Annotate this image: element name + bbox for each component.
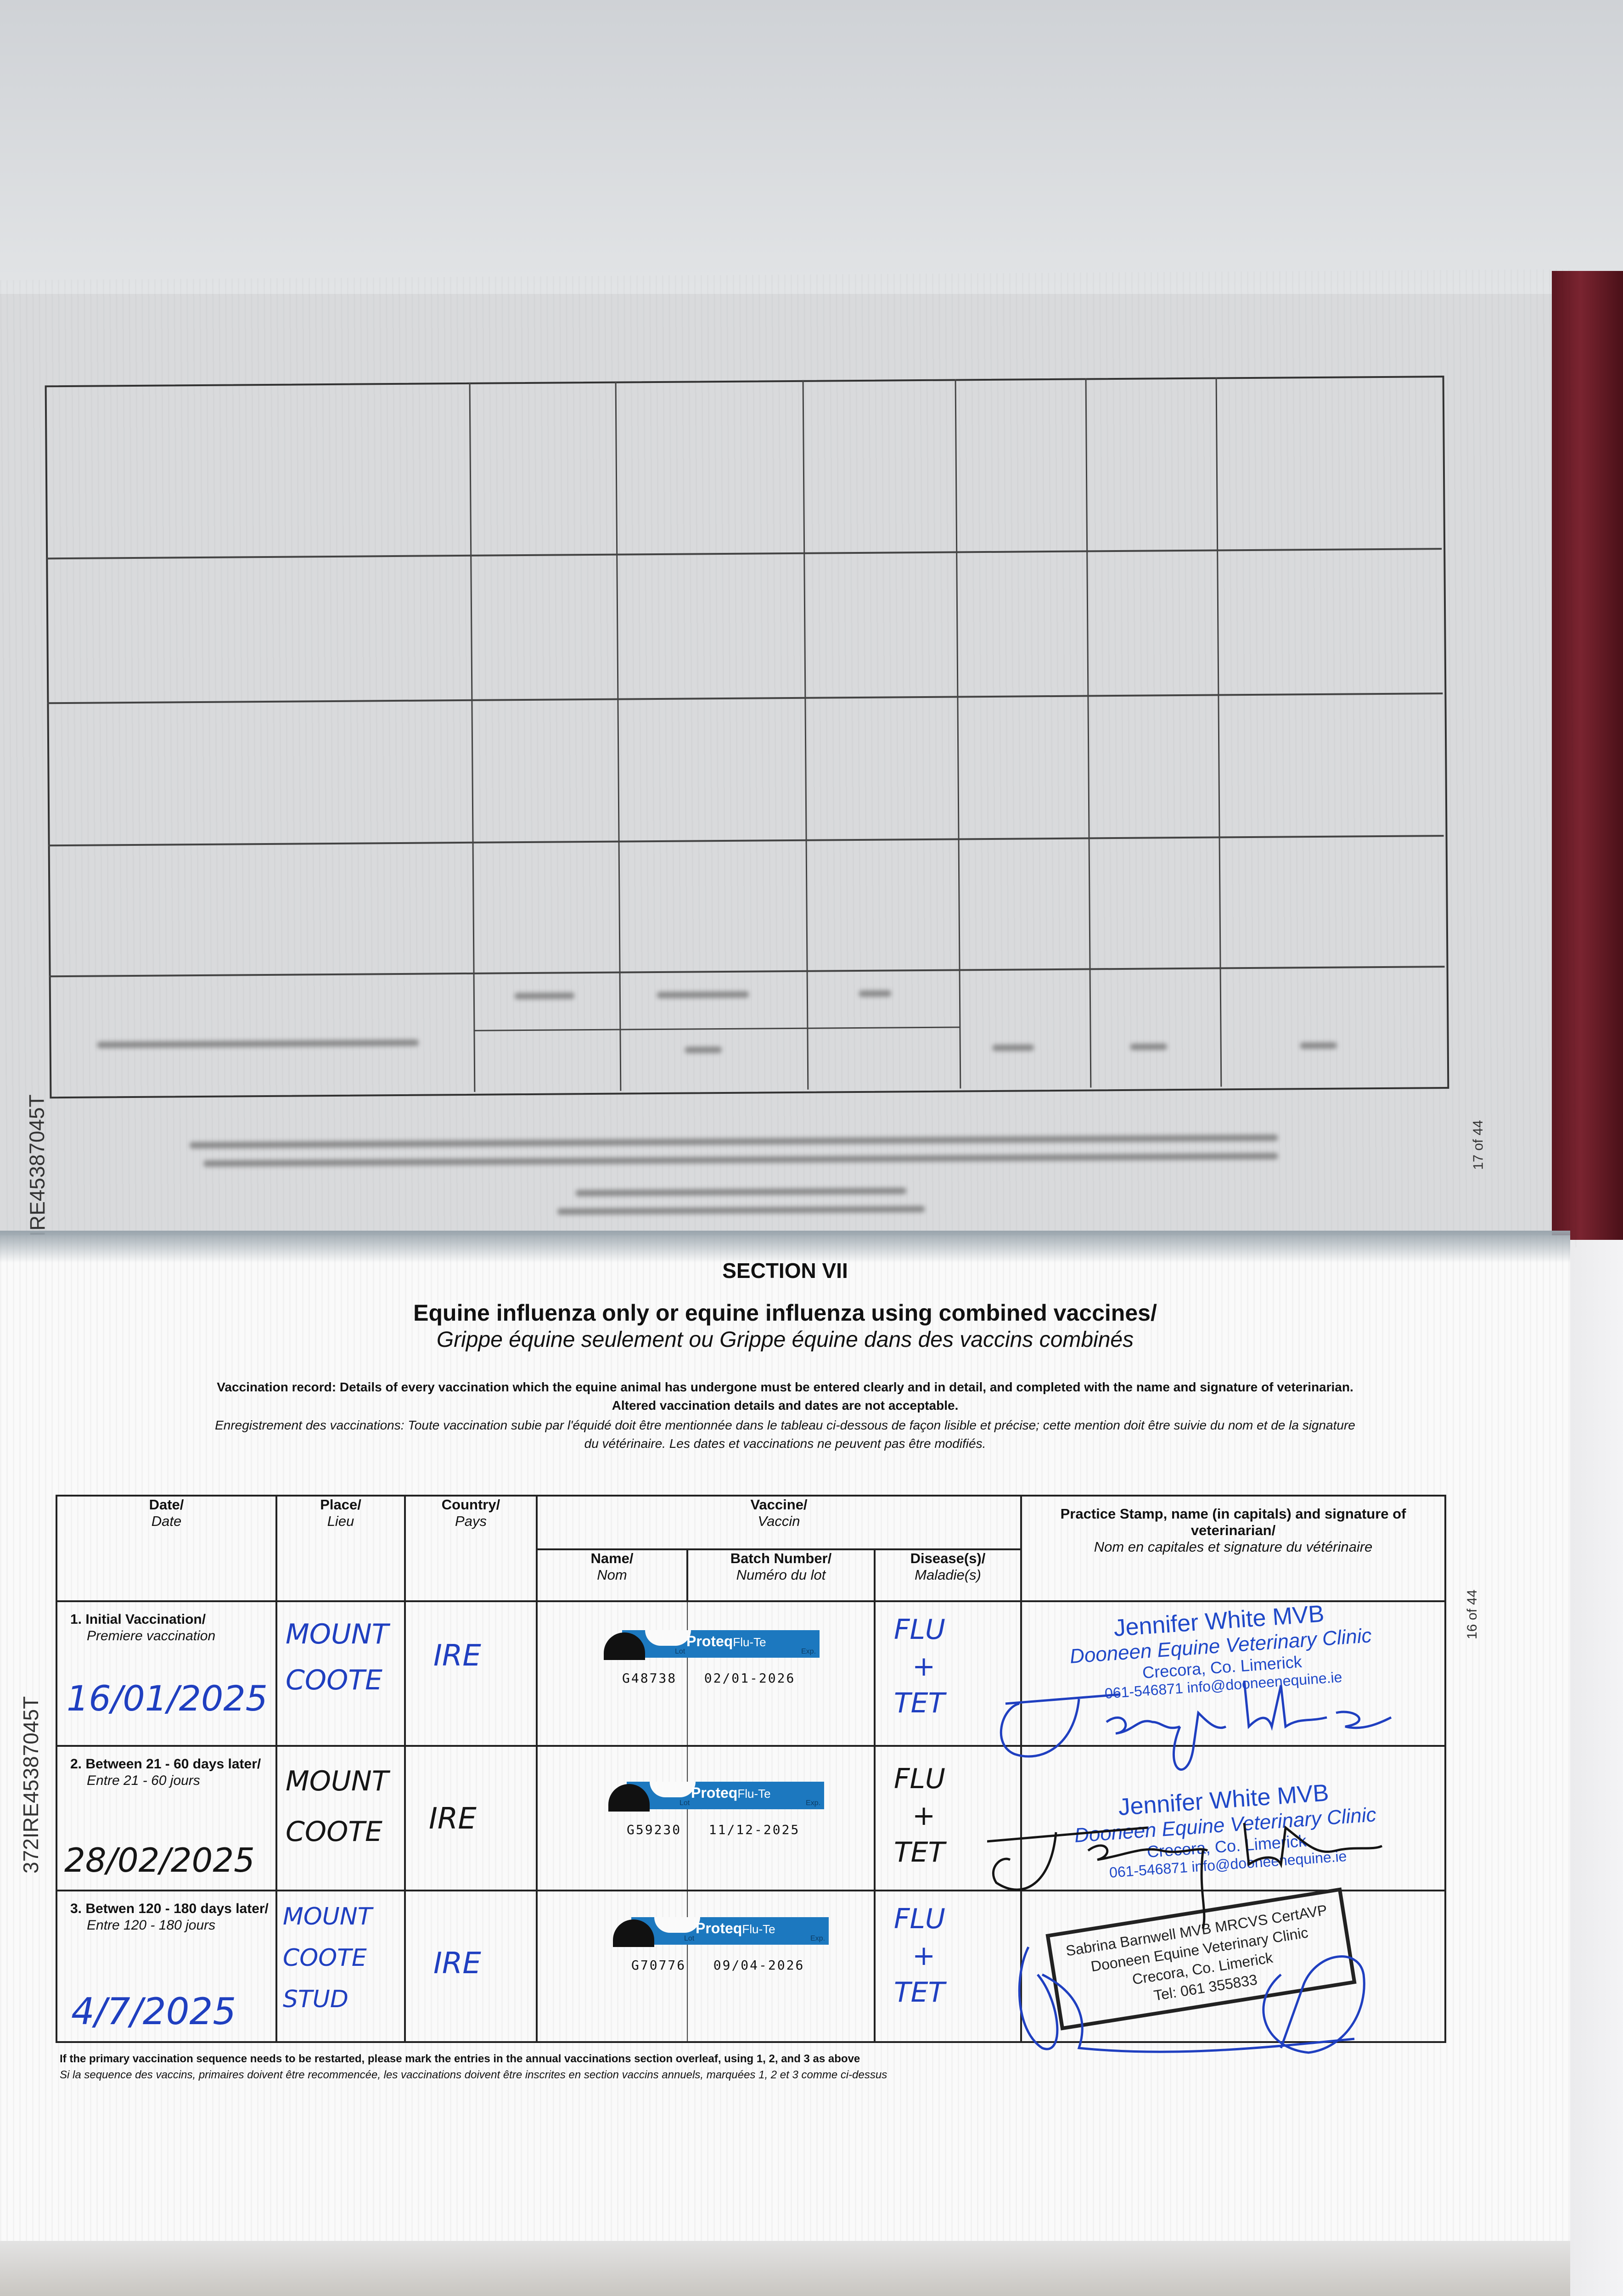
header-vaccine: Vaccine/Vaccin	[536, 1495, 1022, 1550]
vaccination-table: Date/Date Place/Lieu Country/Pays Vaccin…	[56, 1495, 1446, 2043]
date-cell: 2. Between 21 - 60 days later/Entre 21 -…	[56, 1745, 277, 1891]
instructions-fr-2: du vétérinaire. Les dates et vaccination…	[584, 1436, 986, 1451]
batch-cell	[687, 1600, 876, 1747]
country-value: IRE	[433, 1639, 481, 1673]
section-title: SECTION VII	[722, 1259, 848, 1283]
scanner-background	[0, 0, 1623, 294]
place-value: MOUNT COOTE	[286, 1765, 389, 1848]
signature-1	[1000, 1680, 1392, 1771]
table-row: 3. Betwen 120 - 180 days later/Entre 120…	[56, 1890, 1446, 2043]
footnote-fr: Si la sequence des vaccins, primaires do…	[60, 2069, 887, 2081]
expiry-date: 02/01-2026	[704, 1671, 796, 1686]
upper-page: 372IRE45387045T 17 of 44	[0, 269, 1577, 1272]
header-date: Date/Date	[56, 1495, 277, 1602]
batch-number: G59230	[627, 1822, 682, 1837]
vaccine-name-cell	[536, 1745, 688, 1891]
scanner-bottom-edge	[0, 2241, 1570, 2296]
date-cell: 3. Betwen 120 - 180 days later/Entre 120…	[56, 1890, 277, 2043]
stamp-cell	[1020, 1600, 1446, 1747]
vaccine-name-cell	[536, 1890, 688, 2043]
country-cell: IRE	[404, 1890, 538, 2043]
title-fr: Grippe équine seulement ou Grippe équine…	[436, 1328, 1134, 1352]
header-batch-number: Batch Number/Numéro du lot	[686, 1548, 876, 1602]
table-row: 1. Initial Vaccination/Premiere vaccinat…	[56, 1600, 1446, 1747]
disease-cell: FLU + TET	[874, 1745, 1022, 1891]
footnote-en: If the primary vaccination sequence need…	[60, 2053, 860, 2065]
disease-cell: FLU + TET	[874, 1890, 1022, 2043]
date-value: 16/01/2025	[67, 1678, 268, 1719]
country-value: IRE	[429, 1802, 477, 1836]
disease-cell: FLU + TET	[874, 1600, 1022, 1747]
country-cell: IRE	[404, 1745, 538, 1891]
date-value: 4/7/2025	[71, 1990, 236, 2033]
place-value: MOUNT COOTE	[286, 1618, 389, 1696]
page-fold-shadow	[0, 1231, 1570, 1263]
instructions-fr-1: Enregistrement des vaccinations: Toute v…	[215, 1418, 1355, 1432]
page-number-upper: 17 of 44	[1470, 1120, 1486, 1170]
header-diseases: Disease(s)/Maladie(s)	[874, 1548, 1022, 1602]
batch-cell	[687, 1890, 876, 2043]
vaccine-sticker: ProteqFlu-Te Lot Exp. G59230 11/12-2025	[608, 1782, 824, 1851]
batch-number: G70776	[631, 1958, 686, 1973]
date-cell: 1. Initial Vaccination/Premiere vaccinat…	[56, 1600, 277, 1747]
table-row: 2. Between 21 - 60 days later/Entre 21 -…	[56, 1745, 1446, 1891]
disease-value: FLU + TET	[894, 1614, 945, 1719]
expiry-date: 11/12-2025	[708, 1822, 800, 1837]
vaccine-sticker: ProteqFlu-Te Lot Exp. G70776 09/04-2026	[613, 1917, 829, 1986]
place-cell: MOUNT COOTE STUD	[275, 1890, 406, 2043]
vaccine-name-cell	[536, 1600, 688, 1747]
disease-value: FLU + TET	[894, 1903, 945, 2009]
country-value: IRE	[433, 1947, 481, 1981]
instructions-en-2: Altered vaccination details and dates ar…	[612, 1398, 959, 1412]
stamp-cell	[1020, 1745, 1446, 1891]
place-value: MOUNT COOTE STUD	[283, 1903, 372, 2013]
header-country: Country/Pays	[404, 1495, 538, 1602]
date-value: 28/02/2025	[64, 1841, 255, 1880]
veterinarian-signatures	[987, 1680, 1392, 2054]
page-number-lower: 16 of 44	[1465, 1589, 1480, 1639]
batch-cell	[687, 1745, 876, 1891]
disease-value: FLU + TET	[894, 1763, 945, 1868]
instructions-en-1: Vaccination record: Details of every vac…	[217, 1380, 1353, 1394]
signature-3	[1018, 1946, 1365, 2054]
signature-2	[987, 1823, 1383, 1929]
header-vaccine-name: Name/Nom	[536, 1548, 688, 1602]
vaccine-sticker: ProteqFlu-Te Lot Exp. G48738 02/01-2026	[604, 1630, 820, 1699]
header-place: Place/Lieu	[275, 1495, 406, 1602]
header-practice-stamp: Practice Stamp, name (in capitals) and s…	[1020, 1495, 1446, 1602]
upper-empty-table	[45, 376, 1449, 1099]
place-cell: MOUNT COOTE	[275, 1745, 406, 1891]
passport-id-lower: 372IRE45387045T	[19, 1696, 43, 1874]
title-en: Equine influenza only or equine influenz…	[413, 1300, 1157, 1326]
place-cell: MOUNT COOTE	[275, 1600, 406, 1747]
expiry-date: 09/04-2026	[713, 1958, 805, 1973]
batch-number: G48738	[622, 1671, 677, 1686]
country-cell: IRE	[404, 1600, 538, 1747]
